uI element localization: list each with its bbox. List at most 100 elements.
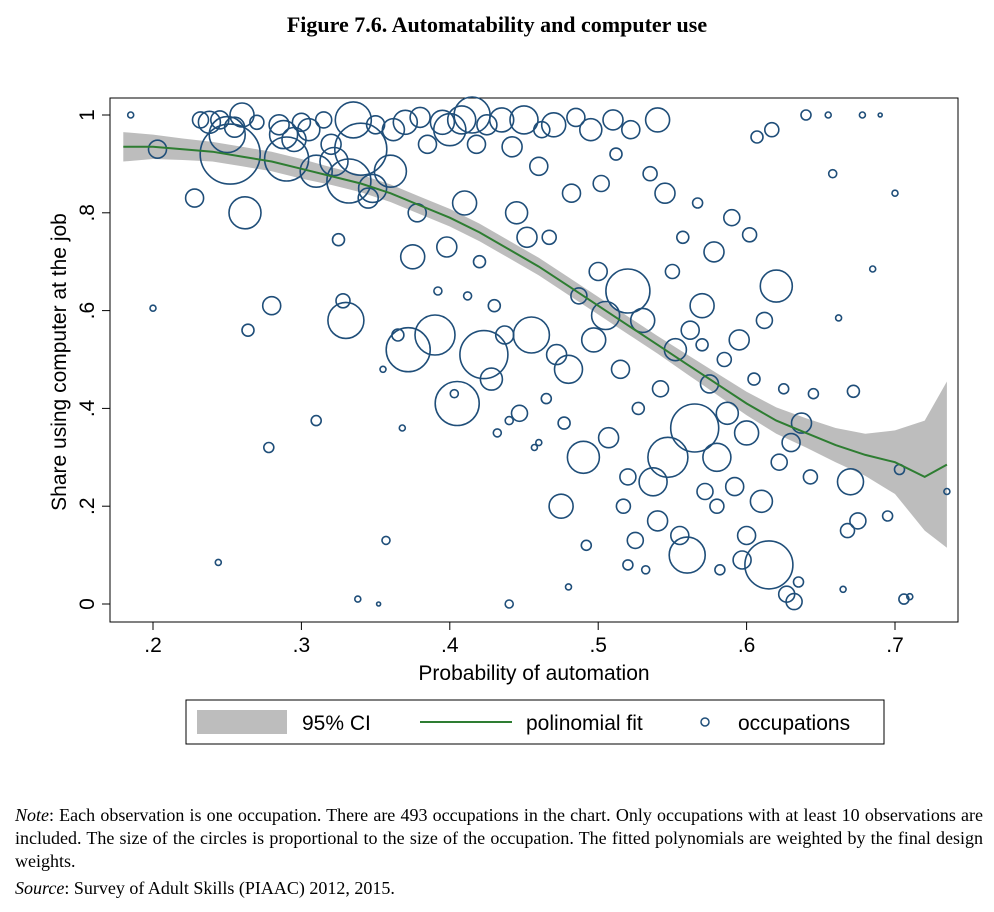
occupation-point bbox=[651, 379, 670, 398]
occupation-point bbox=[492, 428, 503, 438]
occupation-point bbox=[564, 583, 573, 591]
occupation-point bbox=[462, 291, 473, 301]
x-tick-label: .5 bbox=[589, 634, 607, 657]
occupation-point bbox=[331, 232, 346, 247]
occupation-point bbox=[449, 388, 460, 399]
occupation-point bbox=[504, 201, 529, 225]
occupation-point bbox=[750, 130, 764, 144]
occupation-point bbox=[839, 522, 856, 539]
occupation-point bbox=[714, 563, 726, 576]
occupation-point bbox=[590, 300, 621, 331]
occupation-point bbox=[695, 337, 709, 352]
occupation-point bbox=[827, 168, 838, 179]
occupation-point bbox=[836, 467, 865, 496]
occupation-point bbox=[592, 174, 611, 193]
occupation-point bbox=[409, 106, 431, 129]
y-axis-label: Share using computer at the job bbox=[48, 213, 71, 511]
occupation-point bbox=[629, 307, 656, 334]
occupation-point bbox=[126, 111, 135, 119]
occupation-point bbox=[597, 426, 620, 449]
occupation-point bbox=[335, 292, 351, 309]
y-tick-label: .2 bbox=[76, 497, 99, 515]
occupation-point bbox=[459, 329, 509, 380]
occupation-point bbox=[512, 316, 551, 354]
plot-frame bbox=[109, 97, 959, 623]
x-tick-label: .3 bbox=[293, 634, 311, 657]
occupation-point bbox=[834, 314, 843, 322]
occupation-point bbox=[881, 510, 894, 522]
occupation-point bbox=[263, 136, 310, 182]
occupation-point bbox=[732, 550, 752, 570]
occupation-point bbox=[262, 441, 275, 454]
occupation-point bbox=[763, 121, 780, 138]
occupation-point bbox=[689, 292, 715, 319]
figure-title: Figure 7.6. Automatability and computer … bbox=[286, 12, 708, 37]
occupation-point bbox=[631, 401, 646, 416]
occupation-point bbox=[365, 115, 386, 135]
y-tick-label: .4 bbox=[76, 399, 99, 417]
occupation-point bbox=[429, 109, 456, 136]
source-text: Source: Survey of Adult Skills (PIAAC) 2… bbox=[15, 877, 983, 900]
occupation-point bbox=[398, 424, 407, 432]
occupation-point bbox=[334, 101, 373, 139]
occupation-point bbox=[749, 489, 774, 514]
x-axis-label: Probability of automation bbox=[418, 662, 649, 685]
occupation-point bbox=[759, 269, 794, 303]
occupation-point bbox=[510, 404, 529, 423]
occupation-point bbox=[664, 263, 681, 280]
legend: 95% CI polinomial fit occupations bbox=[185, 699, 885, 745]
occupation-point bbox=[375, 601, 382, 607]
occupation-point bbox=[722, 208, 741, 227]
occupation-point bbox=[149, 304, 157, 313]
occupation-point bbox=[504, 415, 515, 426]
occupation-point bbox=[785, 592, 803, 611]
occupation-point bbox=[640, 564, 651, 575]
occupation-point bbox=[320, 133, 342, 156]
occupation-point bbox=[733, 420, 760, 446]
occupation-point bbox=[229, 102, 255, 128]
x-axis: .2 .3 .4 .5 .6 .7 bbox=[144, 622, 904, 657]
occupation-point bbox=[626, 531, 645, 550]
occupation-point bbox=[703, 241, 725, 263]
source-label: Source bbox=[15, 878, 65, 898]
occupation-point bbox=[736, 525, 757, 546]
occupation-point bbox=[319, 146, 349, 177]
occupation-point bbox=[435, 236, 458, 258]
occupation-point bbox=[654, 182, 676, 204]
fit-line bbox=[123, 145, 948, 479]
note-text: Note: Each observation is one occupation… bbox=[15, 804, 983, 873]
occupation-point bbox=[646, 510, 669, 532]
occupation-point bbox=[824, 111, 833, 119]
occupation-point bbox=[487, 298, 502, 313]
y-tick-label: 1 bbox=[76, 109, 99, 121]
occupation-point bbox=[385, 326, 432, 373]
occupation-point bbox=[741, 227, 758, 243]
occupation-point bbox=[214, 558, 223, 567]
occupation-point bbox=[299, 154, 334, 188]
occupation-point bbox=[849, 512, 867, 530]
occupation-point bbox=[668, 536, 707, 574]
occupation-point bbox=[647, 436, 689, 479]
occupation-point bbox=[208, 115, 246, 154]
occupation-point bbox=[696, 482, 714, 501]
fit-line-layer bbox=[123, 145, 948, 479]
occupation-point bbox=[566, 107, 586, 128]
occupation-point bbox=[800, 109, 812, 121]
occupation-point bbox=[540, 392, 553, 405]
occupation-point bbox=[715, 401, 740, 426]
occupation-point bbox=[249, 114, 265, 131]
occupation-point bbox=[669, 403, 720, 453]
occupation-point bbox=[184, 188, 205, 208]
occupation-point bbox=[580, 539, 593, 552]
occupation-point bbox=[530, 443, 539, 452]
occupation-point bbox=[802, 469, 819, 485]
y-tick-label: 0 bbox=[76, 598, 99, 610]
x-tick-label: .4 bbox=[441, 634, 459, 657]
occupation-point bbox=[373, 154, 408, 188]
occupation-point bbox=[619, 468, 637, 486]
legend-fit-label: polinomial fit bbox=[526, 712, 643, 735]
occupation-point bbox=[296, 117, 321, 142]
occupation-point bbox=[417, 134, 438, 155]
occupation-point bbox=[839, 585, 847, 594]
occupation-point bbox=[691, 197, 704, 209]
